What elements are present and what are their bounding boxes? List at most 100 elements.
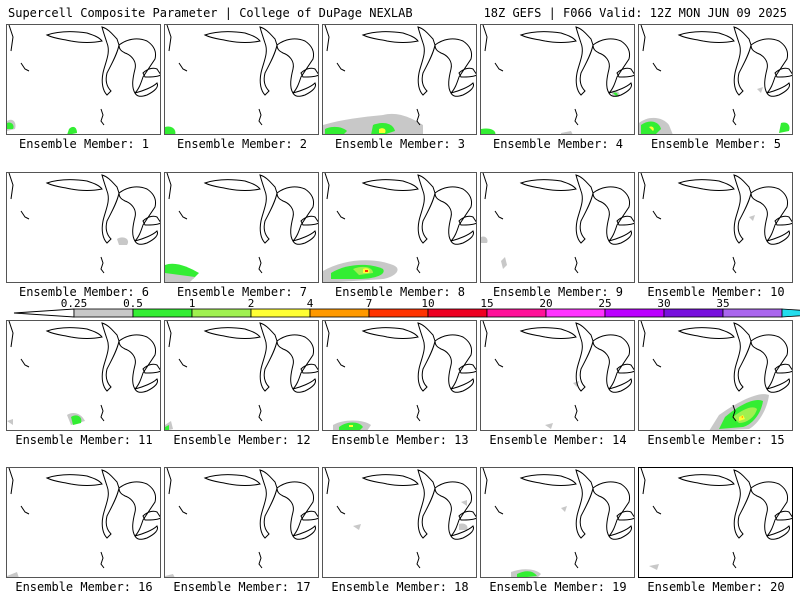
scp-shading [349, 425, 353, 427]
base-map [482, 321, 634, 429]
colorbar-tick-label: 15 [480, 297, 493, 310]
scp-shading [561, 506, 567, 512]
ensemble-member-map [322, 172, 477, 283]
scp-shading [517, 571, 537, 577]
colorbar-segment [486, 308, 547, 318]
colorbar-high-arrow [781, 308, 800, 318]
scp-shading [323, 114, 423, 134]
base-map [165, 321, 318, 430]
base-map [324, 468, 476, 569]
colorbar-tick-label: 35 [716, 297, 729, 310]
ensemble-member-label: Ensemble Member: 12 [173, 433, 311, 447]
ensemble-member-map [638, 172, 793, 283]
scp-shading [545, 423, 553, 429]
base-map [7, 468, 160, 577]
colorbar-segment [250, 308, 311, 318]
ensemble-member-map [164, 24, 319, 135]
scp-shading [501, 257, 507, 269]
scp-shading [561, 131, 573, 134]
ensemble-member-label: Ensemble Member: 14 [489, 433, 627, 447]
scp-shading [325, 126, 347, 134]
ensemble-member-map [164, 172, 319, 283]
scp-shading [7, 419, 13, 425]
scp-shading [353, 524, 361, 530]
base-map [165, 468, 318, 577]
ensemble-member-map [6, 24, 161, 135]
scp-shading [165, 574, 175, 577]
colorbar-tick-label: 0.5 [123, 297, 143, 310]
base-map [7, 25, 160, 134]
scp-shading [749, 215, 755, 221]
ensemble-member-label: Ensemble Member: 2 [176, 137, 308, 151]
base-map [165, 173, 318, 282]
ensemble-member-map [322, 24, 477, 135]
ensemble-member-label: Ensemble Member: 13 [331, 433, 469, 447]
base-map [8, 173, 160, 274]
ensemble-member-label: Ensemble Member: 11 [15, 433, 153, 447]
colorbar-segment [309, 308, 370, 318]
colorbar-segment [545, 308, 606, 318]
base-map [640, 321, 792, 430]
ensemble-member-map [480, 467, 635, 578]
scp-shading [741, 416, 743, 418]
ensemble-member-label: Ensemble Member: 5 [650, 137, 782, 151]
colorbar-tick-label: 1 [189, 297, 196, 310]
colorbar-segment [604, 308, 665, 318]
base-map [165, 25, 318, 134]
ensemble-member-label: Ensemble Member: 15 [647, 433, 785, 447]
ensemble-member-label: Ensemble Member: 1 [18, 137, 150, 151]
base-map [482, 468, 634, 577]
colorbar-tick-label: 7 [366, 297, 373, 310]
base-map [323, 173, 476, 282]
scp-shading [165, 425, 169, 430]
colorbar-tick-label: 30 [657, 297, 670, 310]
base-map [481, 25, 634, 134]
colorbar-segment [73, 308, 134, 318]
ensemble-member-label: Ensemble Member: 6 [18, 285, 150, 299]
colorbar-tick-label: 4 [307, 297, 314, 310]
ensemble-member-map [480, 320, 635, 431]
scp-shading [67, 126, 77, 134]
ensemble-member-map [164, 467, 319, 578]
base-map [324, 321, 476, 430]
ensemble-member-map [6, 320, 161, 431]
scp-shading [165, 273, 195, 282]
scp-shading [379, 128, 386, 133]
ensemble-member-map [164, 320, 319, 431]
scp-shading [757, 87, 763, 93]
scp-shading [71, 415, 82, 425]
colorbar-segment [427, 308, 488, 318]
scp-shading [739, 415, 745, 421]
colorbar-tick-label: 20 [539, 297, 552, 310]
colorbar-segment [722, 308, 783, 318]
ensemble-member-label: Ensemble Member: 17 [173, 580, 311, 594]
base-map [639, 25, 792, 134]
colorbar-tick-label: 10 [421, 297, 434, 310]
colorbar-segment [368, 308, 429, 318]
ensemble-member-label: Ensemble Member: 20 [647, 580, 785, 594]
ensemble-member-label: Ensemble Member: 3 [334, 137, 466, 151]
scp-shading [459, 523, 468, 530]
colorbar-segment [132, 308, 193, 318]
scp-shading [779, 122, 790, 133]
scp-shading [461, 500, 467, 506]
colorbar-tick-label: 25 [598, 297, 611, 310]
ensemble-member-map [638, 467, 793, 578]
valid-time-label: 18Z GEFS | F066 Valid: 12Z MON JUN 09 20… [483, 6, 787, 20]
scp-shading [117, 237, 129, 245]
ensemble-member-label: Ensemble Member: 16 [15, 580, 153, 594]
base-map [640, 173, 792, 274]
colorbar-legend: 0.25 0.5 1 2 4 7 10 15 20 25 30 35 [13, 297, 800, 318]
ensemble-member-label: Ensemble Member: 18 [331, 580, 469, 594]
ensemble-member-label: Ensemble Member: 9 [492, 285, 624, 299]
scp-shading [365, 270, 368, 272]
scp-shading [165, 126, 176, 134]
ensemble-member-map [480, 172, 635, 283]
scp-shading [649, 126, 654, 131]
ensemble-member-label: Ensemble Member: 4 [492, 137, 624, 151]
colorbar-segment [191, 308, 252, 318]
colorbar-segment [663, 308, 724, 318]
colorbar-tick-label: 2 [248, 297, 255, 310]
base-map [640, 468, 792, 570]
base-map [7, 321, 160, 425]
